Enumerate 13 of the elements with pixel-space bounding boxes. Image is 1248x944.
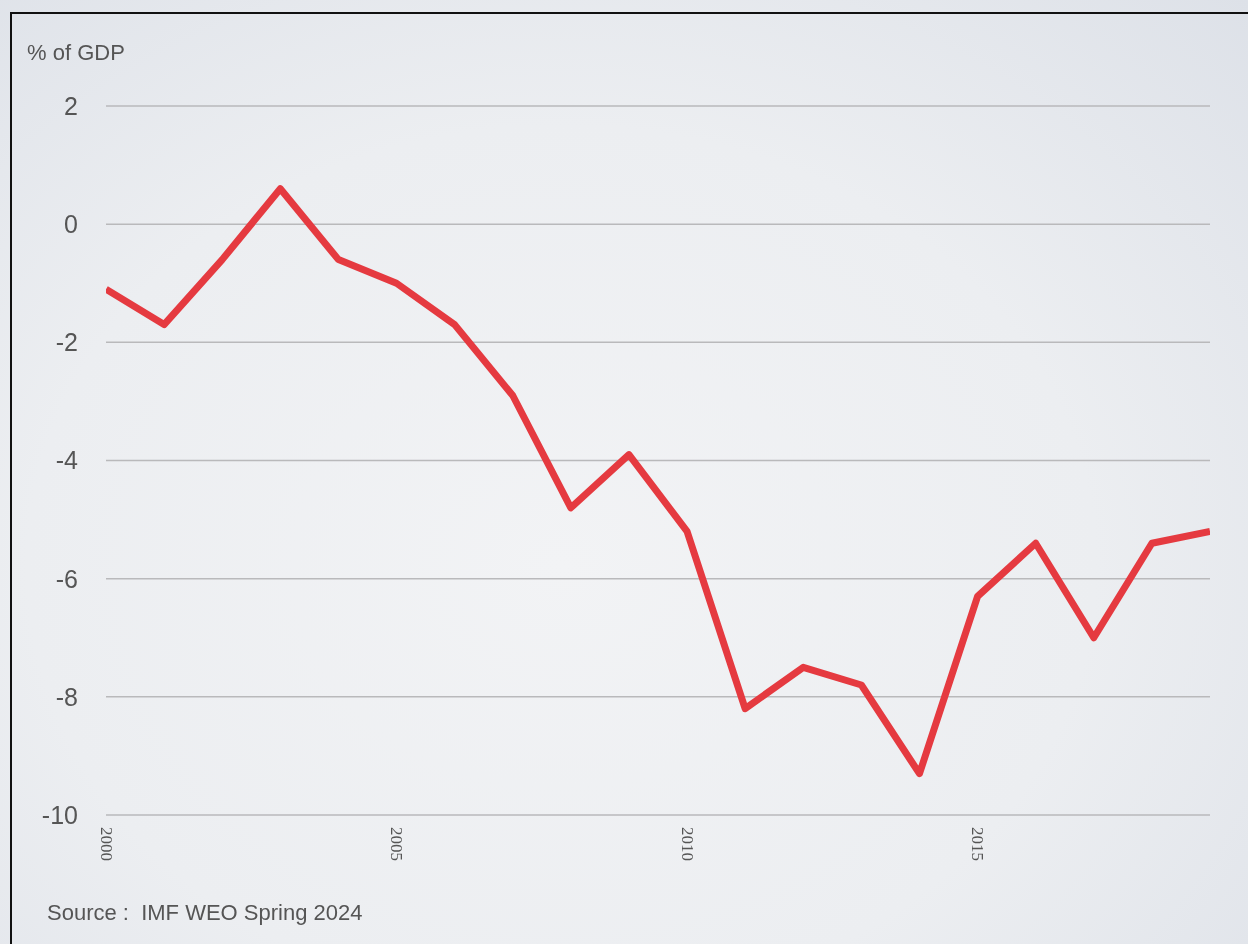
y-tick-label: -8 — [55, 682, 78, 711]
y-tick-label: 2 — [64, 91, 78, 120]
source-note: Source : IMF WEO Spring 2024 — [47, 900, 363, 926]
x-tick-label: 2000 — [96, 827, 116, 861]
y-tick-label: 0 — [64, 210, 78, 239]
y-axis-title: % of GDP — [27, 40, 125, 66]
x-tick-label: 2015 — [968, 827, 988, 861]
y-tick-label: -10 — [41, 800, 78, 829]
y-tick-label: -4 — [55, 446, 79, 475]
y-tick-label: -6 — [55, 564, 78, 593]
x-tick-label: 2005 — [387, 827, 407, 861]
x-tick-label: 2010 — [677, 827, 697, 861]
y-tick-label: -2 — [55, 328, 78, 357]
